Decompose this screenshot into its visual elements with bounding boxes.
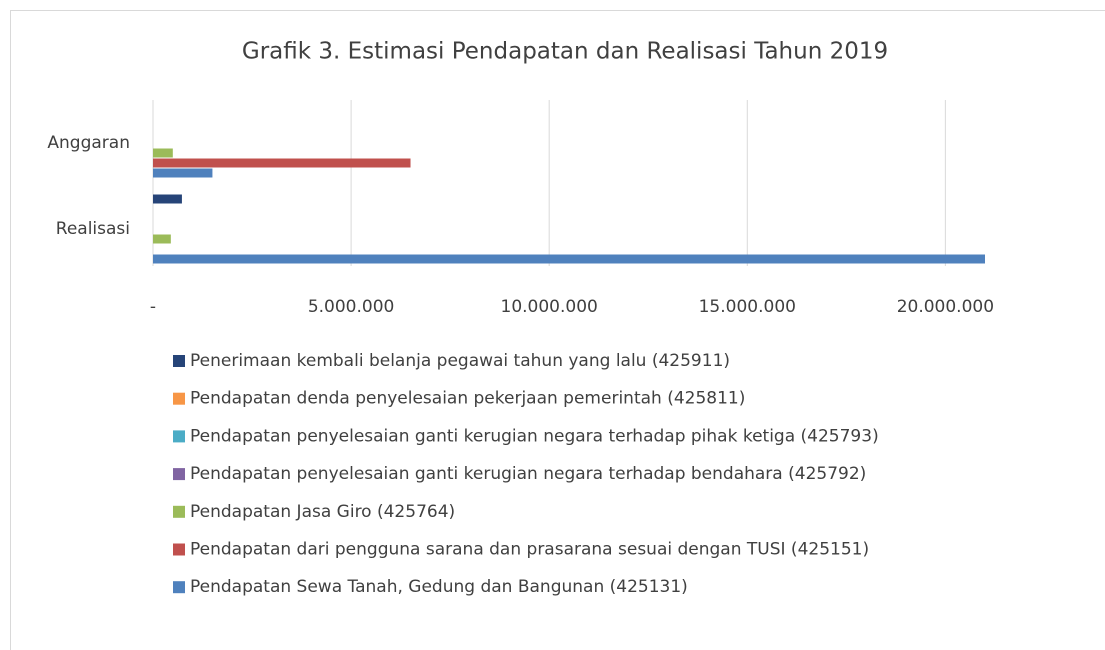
chart-frame — [10, 10, 1105, 650]
legend-swatch — [173, 468, 185, 481]
legend-label: Pendapatan penyelesaian ganti kerugian n… — [190, 464, 866, 484]
x-tick-label: 10.000.000 — [501, 297, 598, 317]
bar — [153, 194, 182, 204]
legend-swatch — [173, 581, 185, 594]
y-tick-label: Anggaran — [47, 133, 130, 153]
bar — [153, 148, 173, 158]
legend-label: Pendapatan penyelesaian ganti kerugian n… — [190, 426, 879, 446]
legend-swatch — [173, 430, 185, 443]
x-tick-label: 20.000.000 — [897, 297, 994, 317]
x-tick-label: 15.000.000 — [699, 297, 796, 317]
chart-title: Grafik 3. Estimasi Pendapatan dan Realis… — [242, 39, 888, 65]
legend-swatch — [173, 392, 185, 405]
legend-swatch — [173, 543, 185, 556]
bar — [153, 234, 171, 244]
bar — [153, 168, 213, 178]
legend-label: Penerimaan kembali belanja pegawai tahun… — [190, 351, 730, 371]
legend-label: Pendapatan dari pengguna sarana dan pras… — [190, 540, 869, 560]
legend-label: Pendapatan Sewa Tanah, Gedung dan Bangun… — [190, 577, 688, 597]
y-tick-label: Realisasi — [56, 219, 130, 239]
legend-swatch — [173, 355, 185, 367]
x-tick-label: 5.000.000 — [308, 297, 395, 317]
x-tick-label: - — [150, 297, 156, 317]
legend-label: Pendapatan denda penyelesaian pekerjaan … — [190, 389, 745, 409]
legend-label: Pendapatan Jasa Giro (425764) — [190, 502, 455, 522]
legend-swatch — [173, 505, 185, 518]
bar — [153, 254, 985, 264]
bar — [153, 158, 411, 168]
